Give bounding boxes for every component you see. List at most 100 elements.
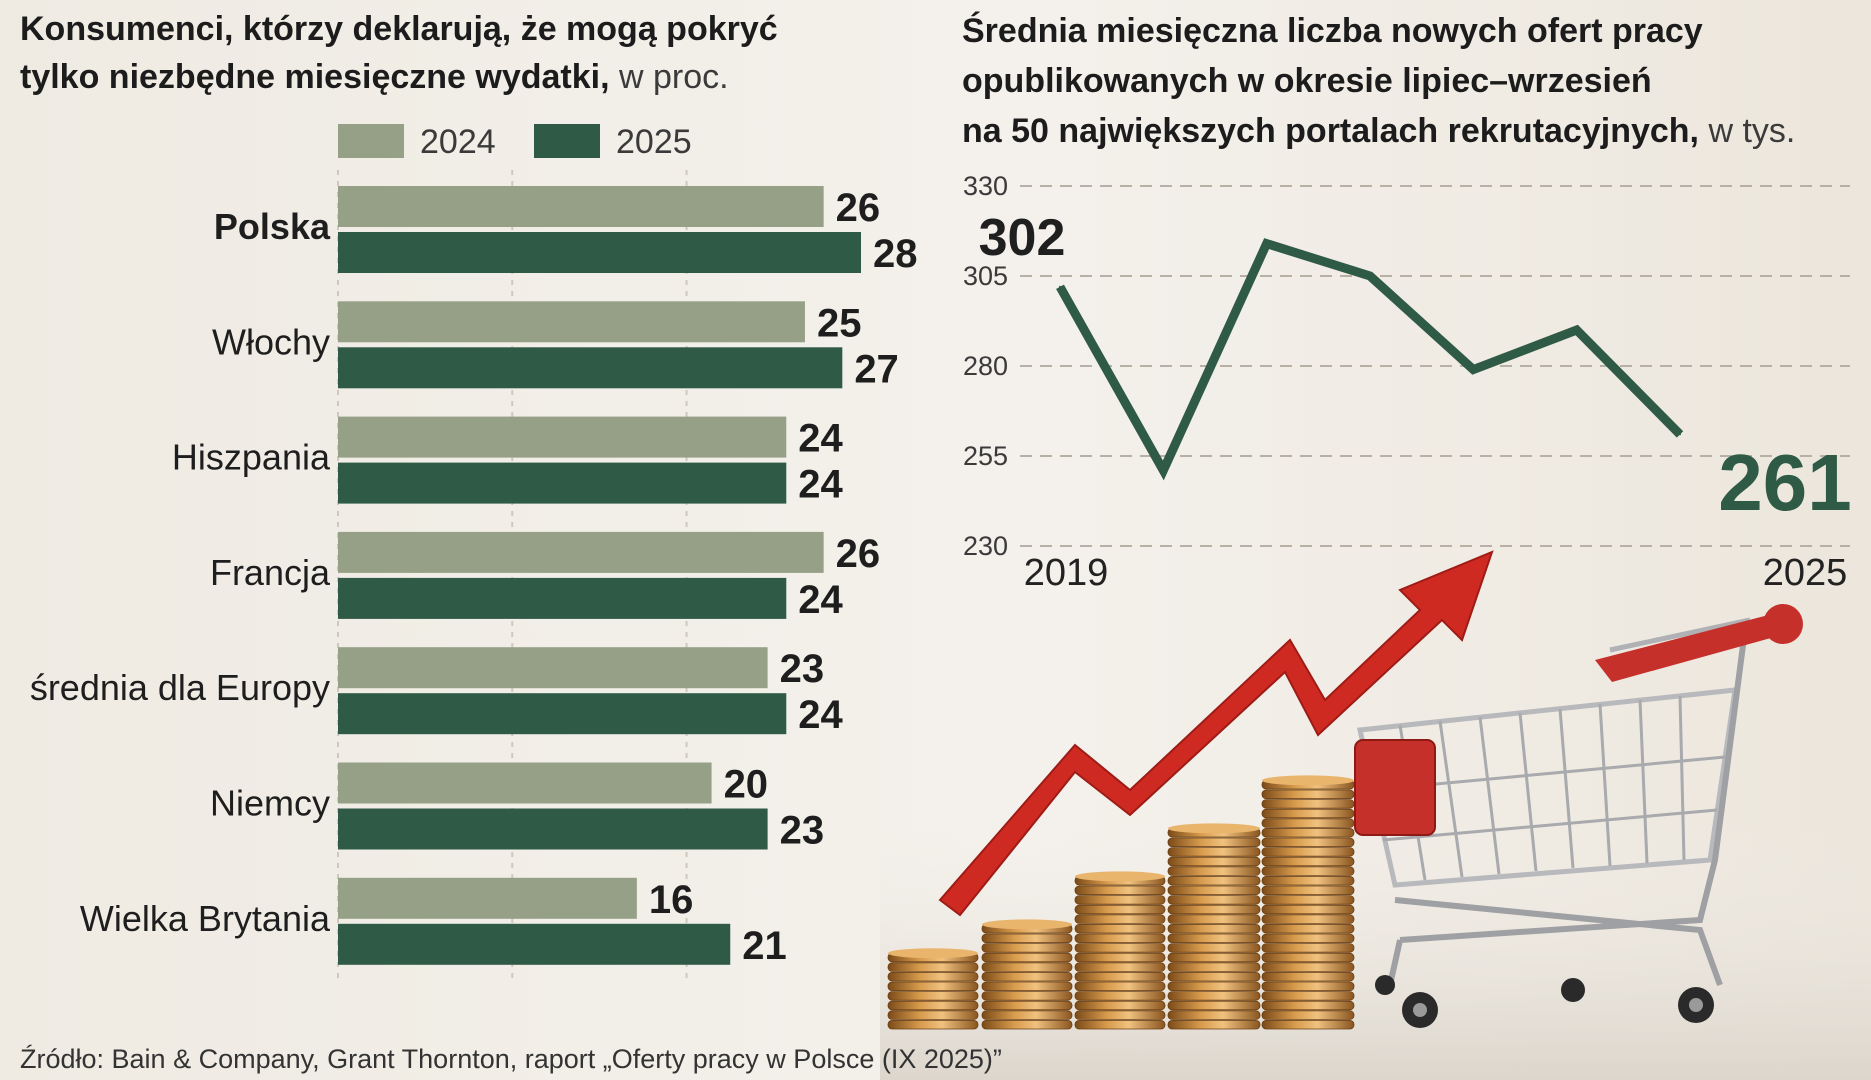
coin-icon [1261, 837, 1355, 848]
source-note: Źródło: Bain & Company, Grant Thornton, … [20, 1044, 1002, 1074]
coin-icon [1167, 952, 1261, 963]
line-point [1472, 368, 1475, 371]
bar-gridlines [337, 170, 688, 980]
coin-icon [1261, 981, 1355, 992]
bar-2024 [338, 416, 787, 458]
cart-front-panel-icon [1354, 739, 1436, 836]
bar-2024 [338, 647, 768, 689]
coin-icon [1167, 1010, 1261, 1020]
coin-icon [1261, 885, 1355, 896]
left-chart-title: Konsumenci, którzy deklarują, że mogą po… [20, 10, 778, 96]
coin-top-icon [1168, 823, 1260, 834]
legend-label-2024: 2024 [420, 123, 496, 161]
coin-icon [887, 981, 979, 992]
coin-icon [887, 962, 979, 972]
category-label: Wielka Brytania [80, 898, 331, 939]
coin-icon [1261, 876, 1355, 886]
coin-icon [1261, 943, 1355, 953]
bar-value-label: 24 [798, 578, 843, 622]
coin-icon [1167, 924, 1261, 934]
coin-icon [1074, 991, 1166, 1001]
bar-2024 [338, 877, 637, 919]
line-chart-grid: 330 305 280 255 230 [963, 171, 1850, 561]
coin-icon [1261, 866, 1355, 876]
bar-value-label: 23 [780, 809, 825, 853]
bar-2025 [338, 808, 768, 850]
coin-icon [1074, 981, 1166, 992]
coin-icon [1074, 914, 1166, 924]
coin-icon [1074, 885, 1166, 896]
bar-2025 [338, 232, 861, 273]
coin-icon [1261, 895, 1355, 905]
bar-2024 [338, 762, 712, 804]
left-title-unit: w proc. [610, 58, 729, 96]
coin-icon [1167, 876, 1261, 886]
right-chart-title: Średnia miesięczna liczba nowych ofert p… [962, 12, 1795, 150]
cart-wheels-icon [1375, 975, 1714, 1028]
legend-swatch-2024 [338, 124, 404, 158]
bar-value-label: 25 [817, 301, 862, 345]
line-point [1265, 242, 1268, 245]
y-tick-label: 280 [963, 351, 1008, 381]
coin-icon [981, 952, 1073, 963]
coin-stacks [887, 775, 1355, 1030]
coin-icon [1261, 856, 1355, 867]
coin-icon [981, 962, 1073, 972]
line-start-value-label: 302 [979, 209, 1066, 267]
coin-icon [1261, 933, 1355, 944]
coin-icon [1074, 933, 1166, 944]
x-axis-end-label: 2025 [1763, 552, 1848, 594]
coin-icon [1167, 866, 1261, 876]
cart-handle-end-icon [1763, 604, 1803, 644]
line-series [1056, 238, 1684, 481]
coin-icon [1261, 818, 1355, 828]
coin-icon [1261, 1020, 1355, 1030]
coin-icon [887, 1010, 979, 1020]
coin-icon [1261, 1000, 1355, 1011]
legend-label-2025: 2025 [616, 123, 692, 161]
coin-icon [1261, 904, 1355, 915]
right-title-line-1: Średnia miesięczna liczba nowych ofert p… [962, 12, 1703, 50]
coin-icon [1261, 828, 1355, 838]
line-point [1369, 275, 1371, 277]
coin-icon [981, 991, 1073, 1001]
bar-value-label: 24 [798, 463, 843, 507]
line-chart [1056, 238, 1684, 481]
coin-top-icon [1262, 775, 1354, 786]
coin-icon [981, 1000, 1073, 1011]
legend-swatch-2025 [534, 124, 600, 158]
coin-icon [1261, 952, 1355, 963]
coin-icon [1167, 972, 1261, 982]
coin-icon [1261, 924, 1355, 934]
category-label: średnia dla Europy [30, 667, 330, 708]
bar-value-label: 20 [724, 763, 769, 807]
coin-icon [1167, 981, 1261, 992]
coin-icon [1167, 933, 1261, 944]
coin-icon [1261, 972, 1355, 982]
rising-arrow-icon [938, 550, 1494, 917]
coin-icon [1261, 789, 1355, 800]
coin-icon [887, 1020, 979, 1030]
coin-icon [1074, 1010, 1166, 1020]
coin-icon [1167, 885, 1261, 896]
coin-icon [1167, 904, 1261, 915]
bar-value-label: 23 [780, 647, 825, 691]
line-end-value-label: 261 [1718, 438, 1851, 527]
category-label: Polska [214, 206, 331, 247]
coin-icon [1074, 1000, 1166, 1011]
line-point [1059, 285, 1061, 288]
coin-icon [1167, 837, 1261, 848]
coin-icon [981, 972, 1073, 982]
category-label: Włochy [212, 321, 330, 362]
y-tick-label: 230 [963, 531, 1008, 561]
coin-icon [1074, 924, 1166, 934]
bar-value-label: 28 [873, 232, 918, 276]
coin-icon [981, 981, 1073, 992]
coin-icon [1261, 991, 1355, 1001]
cart-handle-icon [1595, 612, 1800, 682]
coin-icon [981, 1020, 1073, 1030]
y-tick-label: 330 [963, 171, 1008, 201]
bar-value-label: 26 [836, 532, 881, 576]
coin-icon [981, 933, 1073, 944]
